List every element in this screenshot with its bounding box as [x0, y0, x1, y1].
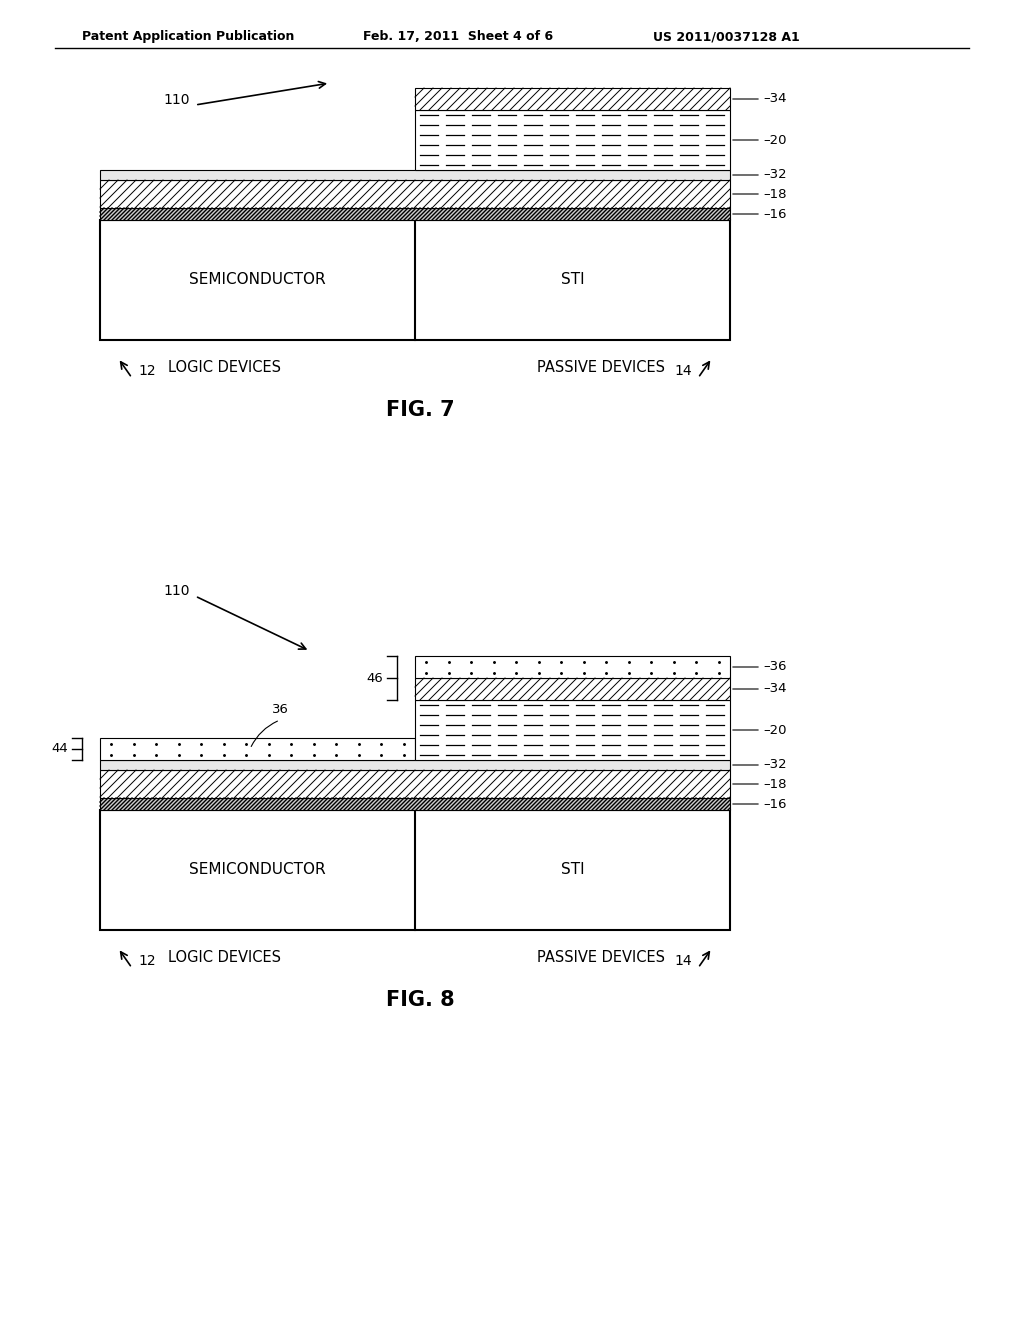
- Text: 12: 12: [138, 954, 156, 968]
- Text: –32: –32: [763, 169, 786, 181]
- Text: Patent Application Publication: Patent Application Publication: [82, 30, 294, 44]
- Text: 14: 14: [675, 364, 692, 378]
- Text: 12: 12: [138, 364, 156, 378]
- Bar: [100, 799, 730, 810]
- Text: FIG. 8: FIG. 8: [386, 990, 455, 1010]
- Bar: [415, 678, 730, 700]
- Text: Feb. 17, 2011  Sheet 4 of 6: Feb. 17, 2011 Sheet 4 of 6: [362, 30, 553, 44]
- Text: –36: –36: [763, 660, 786, 673]
- Text: –16: –16: [763, 207, 786, 220]
- Bar: [100, 770, 730, 799]
- Text: 44: 44: [51, 742, 68, 755]
- Text: –18: –18: [763, 187, 786, 201]
- Text: –32: –32: [763, 759, 786, 771]
- Bar: [415, 656, 730, 678]
- Text: SEMICONDUCTOR: SEMICONDUCTOR: [189, 272, 326, 288]
- Bar: [100, 170, 730, 180]
- Bar: [100, 209, 730, 220]
- Text: SEMICONDUCTOR: SEMICONDUCTOR: [189, 862, 326, 878]
- Text: 110: 110: [164, 583, 190, 598]
- Bar: [100, 220, 730, 341]
- Text: LOGIC DEVICES: LOGIC DEVICES: [168, 360, 281, 375]
- Text: STI: STI: [561, 272, 585, 288]
- Text: –20: –20: [763, 133, 786, 147]
- Text: US 2011/0037128 A1: US 2011/0037128 A1: [653, 30, 800, 44]
- Bar: [415, 88, 730, 110]
- Text: STI: STI: [561, 862, 585, 878]
- Text: PASSIVE DEVICES: PASSIVE DEVICES: [537, 950, 665, 965]
- Bar: [100, 760, 730, 770]
- Text: –34: –34: [763, 92, 786, 106]
- Text: 46: 46: [367, 672, 383, 685]
- Bar: [100, 738, 415, 760]
- Bar: [415, 700, 730, 760]
- Text: –18: –18: [763, 777, 786, 791]
- Bar: [415, 110, 730, 170]
- Text: –34: –34: [763, 682, 786, 696]
- Text: –20: –20: [763, 723, 786, 737]
- Text: PASSIVE DEVICES: PASSIVE DEVICES: [537, 360, 665, 375]
- Bar: [100, 810, 730, 931]
- Bar: [100, 180, 730, 209]
- Text: 14: 14: [675, 954, 692, 968]
- Text: FIG. 7: FIG. 7: [386, 400, 455, 420]
- Text: –16: –16: [763, 797, 786, 810]
- Text: 110: 110: [164, 92, 190, 107]
- Text: LOGIC DEVICES: LOGIC DEVICES: [168, 950, 281, 965]
- Text: 36: 36: [271, 704, 289, 715]
